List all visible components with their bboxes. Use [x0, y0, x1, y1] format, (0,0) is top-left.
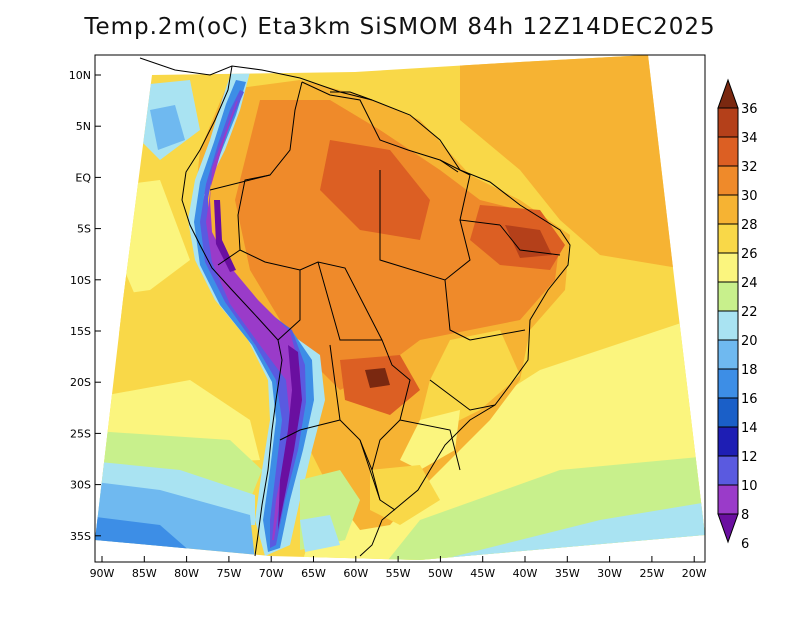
lon-tick-label: 50W — [428, 567, 453, 580]
lat-tick-label: 30S — [70, 479, 91, 492]
lon-tick-label: 55W — [386, 567, 411, 580]
colorbar-label: 26 — [741, 247, 758, 262]
lat-tick-label: 15S — [70, 325, 91, 338]
lon-tick-label: 85W — [132, 567, 157, 580]
lat-tick-label: 25S — [70, 427, 91, 440]
lon-tick-label: 90W — [90, 567, 115, 580]
colorbar-label: 16 — [741, 392, 758, 407]
lat-tick-label: 10S — [70, 274, 91, 287]
colorbar-arrow-top — [717, 78, 739, 109]
lat-tick-label: 10N — [69, 69, 91, 82]
colorbar-segment — [717, 223, 739, 254]
lon-tick-label: 45W — [470, 567, 495, 580]
lon-tick-label: 60W — [343, 567, 368, 580]
lon-tick-label: 65W — [301, 567, 326, 580]
lon-tick-label: 30W — [597, 567, 622, 580]
lat-tick-label: 20S — [70, 376, 91, 389]
latitude-axis: 10N 5N EQ 5S 10S 15S 20S 25S 30S 35S — [69, 69, 101, 543]
colorbar-segment — [717, 310, 739, 341]
colorbar-label: 22 — [741, 305, 758, 320]
country-borders — [139, 57, 571, 557]
longitude-axis: 90W 85W 80W 75W 70W 65W 60W 55W 50W 45W 40W 35W 30W 2… — [90, 556, 707, 580]
lon-tick-label: 75W — [216, 567, 241, 580]
colorbar-label: 20 — [741, 334, 758, 349]
colorbar-arrow-bottom — [717, 513, 739, 544]
colorbar-legend: 36 34 32 30 28 26 24 22 20 18 16 14 12 10 8 6 — [717, 78, 758, 552]
colorbar-segment — [717, 339, 739, 370]
colorbar-segment — [717, 455, 739, 486]
colorbar-segment — [717, 136, 739, 167]
colorbar-segment — [717, 107, 739, 138]
lat-tick-label: 5S — [77, 223, 91, 236]
colorbar-segment — [717, 281, 739, 312]
colorbar-label: 12 — [741, 450, 758, 465]
lon-tick-label: 40W — [513, 567, 538, 580]
lon-tick-label: 70W — [259, 567, 284, 580]
lon-tick-label: 35W — [555, 567, 580, 580]
colorbar-segment — [717, 397, 739, 428]
lat-tick-label: 5N — [76, 120, 91, 133]
colorbar-label: 28 — [741, 218, 758, 233]
temperature-field — [95, 55, 705, 560]
colorbar-segment — [717, 368, 739, 399]
lat-tick-label: 35S — [70, 530, 91, 543]
colorbar-label: 14 — [741, 421, 758, 436]
colorbar-segment — [717, 194, 739, 225]
lon-tick-label: 80W — [174, 567, 199, 580]
colorbar-segment — [717, 484, 739, 515]
colorbar-segment — [717, 165, 739, 196]
colorbar-label: 32 — [741, 160, 758, 175]
lon-tick-label: 25W — [639, 567, 664, 580]
colorbar-segment — [717, 252, 739, 283]
map-frame — [94, 54, 706, 563]
lat-tick-label: EQ — [75, 171, 91, 184]
colorbar-label: 6 — [741, 537, 749, 552]
colorbar-segment — [717, 426, 739, 457]
colorbar-label: 34 — [741, 131, 758, 146]
colorbar-label: 18 — [741, 363, 758, 378]
colorbar-label: 24 — [741, 276, 758, 291]
colorbar-label: 30 — [741, 189, 758, 204]
colorbar-label: 8 — [741, 508, 749, 523]
colorbar-label: 10 — [741, 479, 758, 494]
lon-tick-label: 20W — [682, 567, 707, 580]
map-title: Temp.2m(oC) Eta3km SiSMOM 84h 12Z14DEC20… — [84, 14, 716, 40]
colorbar-label: 36 — [741, 102, 758, 117]
